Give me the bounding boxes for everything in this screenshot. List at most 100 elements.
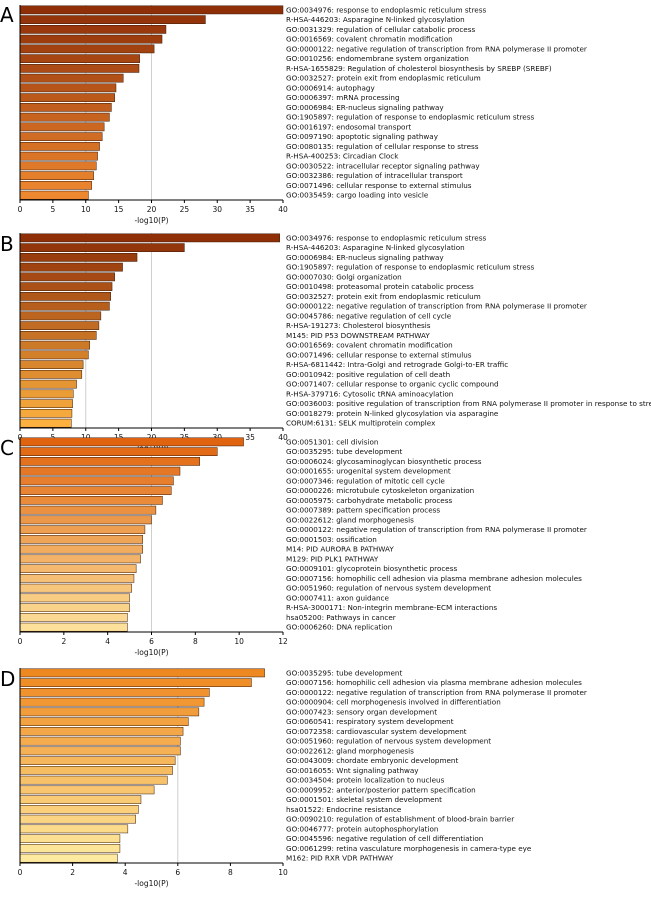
- category-label: GO:0000122: negative regulation of trans…: [286, 688, 587, 697]
- bar: [19, 73, 124, 83]
- category-label: GO:0046777: protein autophosphorylation: [286, 824, 438, 833]
- category-label: GO:0097190: apoptotic signaling pathway: [286, 132, 439, 141]
- category-label: GO:0010256: endomembrane system organiza…: [286, 54, 469, 63]
- category-label: GO:0001503: ossification: [286, 535, 377, 544]
- x-tick-label: 30: [212, 205, 222, 214]
- category-label: GO:0000122: negative regulation of trans…: [286, 44, 587, 53]
- category-label: GO:0045596: negative regulation of cell …: [286, 834, 483, 843]
- category-label: GO:0034976: response to endoplasmic reti…: [286, 233, 486, 242]
- category-label: GO:0007346: regulation of mitotic cell c…: [286, 476, 445, 485]
- x-tick-label: 10: [81, 205, 91, 214]
- bar: [19, 292, 111, 301]
- category-label: GO:0006984: ER-nucleus signaling pathway: [286, 253, 444, 262]
- category-label: GO:0010498: proteasomal protein cataboli…: [286, 282, 474, 291]
- category-label: GO:0051960: regulation of nervous system…: [286, 737, 491, 746]
- category-label: GO:0005975: carbohydrate metabolic proce…: [286, 496, 452, 505]
- bar: [19, 785, 155, 795]
- x-tick-label: 15: [114, 205, 124, 214]
- bar: [19, 350, 89, 360]
- bar: [19, 54, 140, 63]
- category-label: GO:0007030: Golgi organization: [286, 272, 402, 281]
- category-label: R-HSA-191273: Cholesterol biosynthesis: [286, 321, 431, 330]
- bar: [19, 418, 72, 428]
- x-tick-label: 10: [81, 433, 91, 442]
- category-label: GO:0009101: glycoprotein biosynthetic pr…: [286, 564, 457, 573]
- bar: [19, 409, 73, 418]
- bar: [19, 525, 146, 534]
- bar: [19, 515, 152, 525]
- bar: [19, 272, 115, 282]
- bar: [19, 824, 129, 834]
- panel-letter: D: [0, 667, 15, 691]
- bar: [19, 697, 205, 707]
- category-label: GO:0000122: negative regulation of trans…: [286, 525, 587, 534]
- x-axis-title: -log10(P): [134, 879, 168, 888]
- bar: [19, 603, 130, 612]
- panel-d: D GO:0035295: tube developmentGO:0007156:…: [0, 667, 587, 888]
- category-label: GO:0022612: gland morphogenesis: [286, 515, 414, 524]
- bar: [19, 766, 173, 775]
- category-label: M145: PID P53 DOWNSTREAM PATHWAY: [286, 331, 430, 340]
- bar: [19, 83, 117, 93]
- bar: [19, 834, 121, 843]
- bar: [19, 190, 89, 200]
- category-label: R-HSA-446203: Asparagine N-linked glycos…: [286, 15, 465, 24]
- panel-a: A GO:0034976: response to endoplasmic ret…: [0, 3, 587, 225]
- x-tick-label: 10: [278, 868, 288, 877]
- bar: [19, 814, 136, 824]
- category-label: GO:0030522: intracellular receptor signa…: [286, 161, 480, 170]
- category-label: GO:0000226: microtubule cytoskeleton org…: [286, 486, 474, 495]
- category-label: GO:0051301: cell division: [286, 437, 378, 446]
- bar: [19, 688, 210, 697]
- x-tick-label: 2: [70, 868, 75, 877]
- bar: [19, 707, 200, 717]
- bar: [19, 282, 113, 291]
- x-tick-label: 10: [234, 637, 244, 646]
- category-label: GO:0016569: covalent chromatin modificat…: [286, 341, 453, 350]
- category-label: GO:1905897: regulation of response to en…: [286, 113, 534, 122]
- category-label: GO:0009952: anterior/posterior pattern s…: [286, 785, 476, 794]
- category-label: GO:0006914: autophagy: [286, 83, 375, 92]
- bar: [19, 15, 206, 24]
- x-tick-label: 5: [50, 433, 55, 442]
- category-label: R-HSA-3000171: Non-integrin membrane-ECM…: [286, 603, 497, 612]
- bar: [19, 151, 98, 161]
- category-label: GO:0034976: response to endoplasmic reti…: [286, 5, 486, 14]
- category-label: GO:0007156: homophilic cell adhesion via…: [286, 574, 582, 583]
- bar: [19, 311, 102, 321]
- category-label: GO:0022612: gland morphogenesis: [286, 746, 414, 755]
- bar: [19, 5, 284, 15]
- bar: [19, 466, 181, 476]
- category-label: GO:0007411: axon guidance: [286, 593, 390, 602]
- category-label: GO:0006260: DNA replication: [286, 623, 392, 632]
- bar: [19, 622, 128, 632]
- x-axis-title: -log10(P): [134, 648, 168, 657]
- category-label: GO:0031329: regulation of cellular catab…: [286, 25, 475, 34]
- bar: [19, 476, 174, 486]
- bar: [19, 253, 138, 262]
- category-label: R-HSA-6811442: Intra-Golgi and retrograd…: [286, 360, 508, 369]
- x-tick-label: 0: [18, 205, 23, 214]
- category-label: GO:0001655: urogenital system developmen…: [286, 467, 451, 476]
- bar: [19, 360, 84, 369]
- category-label: R-HSA-379716: Cytosolic tRNA aminoacylat…: [286, 389, 453, 398]
- category-label: GO:0043009: chordate embryonic developme…: [286, 756, 458, 765]
- bar: [19, 457, 200, 466]
- x-tick-label: 30: [212, 433, 222, 442]
- x-tick-label: 35: [245, 433, 255, 442]
- category-label: R-HSA-1655829: Regulation of cholesterol…: [286, 64, 552, 73]
- category-label: R-HSA-400253: Circadian Clock: [286, 152, 399, 161]
- x-tick-label: 6: [175, 868, 180, 877]
- bar: [19, 122, 105, 132]
- category-label: GO:0071496: cellular response to externa…: [286, 181, 472, 190]
- bar: [19, 775, 168, 785]
- x-tick-label: 35: [245, 205, 255, 214]
- category-label: GO:0036003: positive regulation of trans…: [286, 399, 651, 408]
- category-label: GO:0035459: cargo loading into vesicle: [286, 191, 429, 200]
- bar: [19, 853, 118, 863]
- category-label: GO:0071407: cellular response to organic…: [286, 380, 499, 389]
- category-label: GO:0071496: cellular response to externa…: [286, 350, 472, 359]
- bar: [19, 486, 172, 495]
